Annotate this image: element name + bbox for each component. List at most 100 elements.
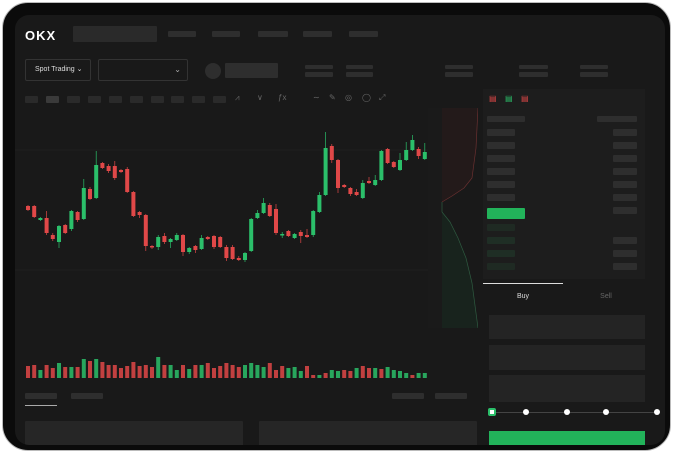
filter-button[interactable] xyxy=(435,393,467,399)
ask-price xyxy=(487,129,515,136)
volume-bar xyxy=(181,365,185,378)
stat-label xyxy=(305,65,333,69)
slider-stop[interactable] xyxy=(603,409,609,415)
nav-item[interactable] xyxy=(168,31,196,37)
amount-slider[interactable] xyxy=(493,412,657,413)
candle-body xyxy=(329,146,334,160)
candle-body xyxy=(162,236,167,242)
tab-open-orders[interactable] xyxy=(25,393,57,399)
candle-body xyxy=(44,218,49,233)
candle-body xyxy=(205,237,210,239)
candle-body xyxy=(280,234,285,236)
volume-bar xyxy=(292,367,297,378)
volume-bar xyxy=(280,366,285,378)
wave-icon[interactable]: ∼ xyxy=(313,93,320,102)
total-input[interactable] xyxy=(489,375,645,402)
volume-bar xyxy=(94,359,99,378)
line-tool-icon[interactable]: ⩘ xyxy=(235,93,240,102)
volume-bar xyxy=(193,365,198,378)
candle-body xyxy=(416,149,421,156)
price-input[interactable] xyxy=(489,315,645,339)
candle-body xyxy=(112,166,117,178)
timeframe-button[interactable] xyxy=(67,96,80,103)
last-price xyxy=(487,208,525,219)
slider-handle[interactable] xyxy=(488,408,496,416)
candlestick-chart[interactable] xyxy=(15,108,430,378)
fx-icon[interactable]: ƒx xyxy=(278,93,287,102)
orderbook-asks-icon[interactable]: ▤ xyxy=(521,94,529,103)
slider-stop[interactable] xyxy=(523,409,529,415)
ask-price xyxy=(487,155,515,162)
volume-bar xyxy=(379,369,384,378)
candle-body xyxy=(274,209,278,233)
candle-body xyxy=(317,195,322,212)
timeframe-button[interactable] xyxy=(192,96,205,103)
stat-value xyxy=(445,72,473,77)
volume-bar xyxy=(174,370,179,378)
pair-dropdown[interactable]: ⌄ xyxy=(98,59,188,81)
volume-bar xyxy=(267,363,272,378)
search-bar[interactable] xyxy=(73,26,157,42)
timeframe-button[interactable] xyxy=(151,96,164,103)
trading-screen: OKX Spot Trading ⌄ ⌄ ⩘ ∨ ƒx ∼ ✎ ◎ ◯ ⤢ ▤ … xyxy=(15,15,665,445)
volume-bar xyxy=(249,363,254,378)
bid-amount xyxy=(613,237,637,244)
timeframe-button[interactable] xyxy=(109,96,122,103)
candle-body xyxy=(342,185,347,187)
stat-label xyxy=(580,65,608,69)
filter-button[interactable] xyxy=(392,393,424,399)
timeframe-button[interactable] xyxy=(25,96,38,103)
stat-value xyxy=(346,72,373,77)
candle-body xyxy=(305,235,309,237)
settings-icon[interactable]: ◯ xyxy=(362,93,371,102)
volume-bar xyxy=(50,368,55,378)
candle-body xyxy=(348,188,353,194)
pen-icon[interactable]: ✎ xyxy=(329,93,336,102)
amount-input[interactable] xyxy=(489,345,645,370)
ask-amount xyxy=(613,207,637,214)
stat-label xyxy=(445,65,473,69)
orderbook-bids-icon[interactable]: ▤ xyxy=(505,94,513,103)
volume-bar xyxy=(81,359,86,378)
volume-bar xyxy=(236,367,241,378)
nav-item[interactable] xyxy=(303,31,332,37)
volume-bar xyxy=(354,368,359,378)
timeframe-button[interactable] xyxy=(88,96,101,103)
buy-button[interactable] xyxy=(489,431,645,445)
candle-body xyxy=(404,150,409,160)
volume-bar xyxy=(63,367,68,378)
slider-stop[interactable] xyxy=(564,409,570,415)
candle-body xyxy=(88,189,92,199)
candle-body xyxy=(379,151,384,180)
ask-amount xyxy=(613,155,637,162)
expand-icon[interactable]: ⤢ xyxy=(379,93,386,102)
nav-item[interactable] xyxy=(258,31,288,37)
depth-chart xyxy=(428,108,478,328)
bid-price xyxy=(487,237,515,244)
candle-body xyxy=(199,238,204,249)
nav-item[interactable] xyxy=(212,31,240,37)
volume-bar xyxy=(323,373,328,378)
candle-body xyxy=(311,211,316,235)
timeframe-button[interactable] xyxy=(130,96,143,103)
tab-buy[interactable]: Buy xyxy=(516,293,530,300)
candle-body xyxy=(267,205,272,216)
volume-bar xyxy=(422,373,427,378)
spot-trading-button[interactable]: Spot Trading ⌄ xyxy=(25,59,91,81)
magnet-icon[interactable]: ◎ xyxy=(345,93,352,102)
volume-bar xyxy=(311,375,316,378)
tab-sell[interactable]: Sell xyxy=(600,293,612,300)
candle-body xyxy=(81,188,86,219)
orderbook-both-icon[interactable]: ▤ xyxy=(489,94,497,103)
tab-indicator xyxy=(25,405,57,406)
indicator-icon[interactable]: ∨ xyxy=(257,93,263,102)
ask-amount xyxy=(613,194,637,201)
tab-order-history[interactable] xyxy=(71,393,103,399)
timeframe-button[interactable] xyxy=(213,96,226,103)
timeframe-button[interactable] xyxy=(171,96,184,103)
nav-item[interactable] xyxy=(349,31,378,37)
volume-bar xyxy=(360,366,365,378)
timeframe-button[interactable] xyxy=(46,96,59,103)
volume-bar xyxy=(106,365,111,378)
slider-stop[interactable] xyxy=(654,409,660,415)
